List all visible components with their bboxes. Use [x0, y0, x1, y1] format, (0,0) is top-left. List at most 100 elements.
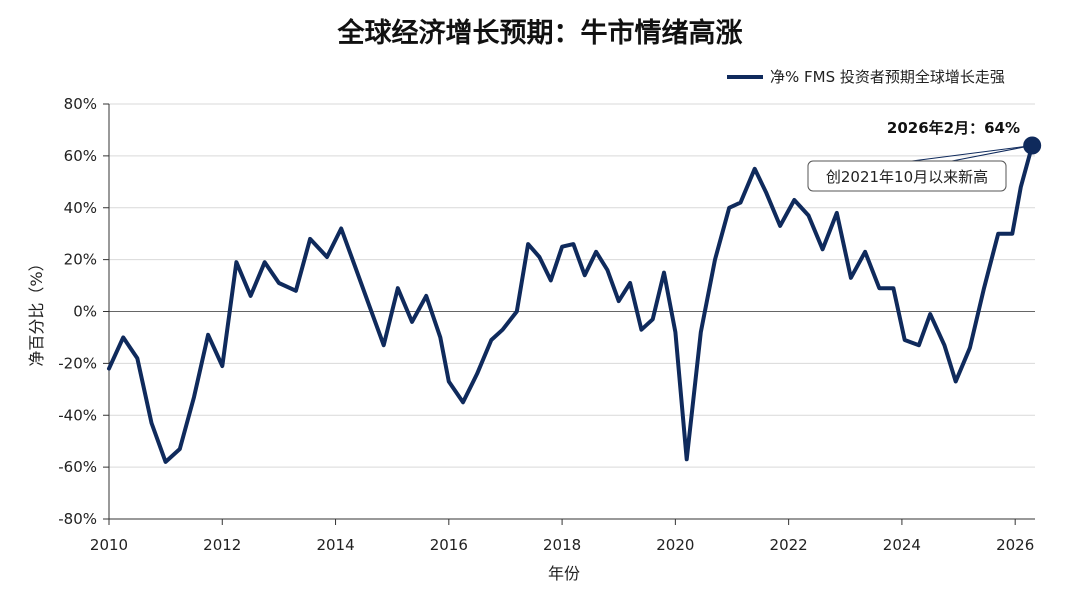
data-point [410, 320, 414, 324]
y-tick-labels: 80% 60% 40% 20% 0% -20% -40% -60% -80% [58, 95, 97, 528]
data-point [308, 237, 312, 241]
series-line [107, 143, 1035, 464]
data-point [891, 286, 895, 290]
data-point [164, 460, 168, 464]
data-point [849, 276, 853, 280]
data-point [560, 245, 564, 249]
data-point [192, 395, 196, 399]
annotation-box [807, 160, 1007, 192]
data-point [438, 335, 442, 339]
y-tick-label: -60% [58, 458, 97, 476]
data-point [792, 198, 796, 202]
annotation-value-label: 2026年2月：64% [887, 119, 1020, 137]
data-point [673, 330, 677, 334]
data-point [339, 227, 343, 231]
data-point [135, 356, 139, 360]
x-tick-label: 2020 [656, 536, 694, 554]
y-tick-label: 20% [64, 251, 97, 269]
data-point [662, 271, 666, 275]
y-axis-label: 净百分比（%） [27, 255, 46, 366]
data-point [461, 400, 465, 404]
data-point [605, 268, 609, 272]
y-tick-label: -40% [58, 406, 97, 424]
legend: 净% FMS 投资者预期全球增长走强 [727, 68, 1005, 86]
data-point [206, 333, 210, 337]
annotation-box-text: 创2021年10月以来新高 [826, 168, 988, 186]
data-point [549, 278, 553, 282]
data-point [778, 224, 782, 228]
data-point [942, 343, 946, 347]
x-tick-label: 2010 [90, 536, 128, 554]
data-point [821, 247, 825, 251]
data-point [294, 289, 298, 293]
data-point [713, 258, 717, 262]
y-tick-label: 80% [64, 95, 97, 113]
data-point [651, 317, 655, 321]
end-point-marker [1023, 136, 1042, 155]
data-point [685, 457, 689, 461]
data-point [968, 346, 972, 350]
data-point [263, 260, 267, 264]
y-tick-label: 40% [64, 199, 97, 217]
data-point [1019, 185, 1023, 189]
data-point [353, 265, 357, 269]
y-tick-label: -20% [58, 354, 97, 372]
data-point [954, 380, 958, 384]
data-point [982, 286, 986, 290]
data-point [107, 367, 111, 371]
data-point [1010, 232, 1014, 236]
data-point [475, 372, 479, 376]
legend-label: 净% FMS 投资者预期全球增长走强 [770, 68, 1005, 86]
y-tick-label: 60% [64, 147, 97, 165]
x-tick-labels: 2010 2012 2014 2016 2018 2020 2022 2024 2026 [90, 536, 1034, 554]
data-point [639, 328, 643, 332]
grid [109, 103, 1035, 468]
data-point [583, 273, 587, 277]
data-point [325, 255, 329, 259]
x-tick-label: 2014 [316, 536, 354, 554]
data-point [699, 330, 703, 334]
data-point [877, 286, 881, 290]
x-tick-label: 2016 [430, 536, 468, 554]
data-point [515, 310, 519, 314]
data-point [617, 299, 621, 303]
data-point [753, 167, 757, 171]
y-tick-label: 0% [73, 303, 97, 321]
data-point [594, 250, 598, 254]
data-point [917, 343, 921, 347]
data-point [396, 286, 400, 290]
data-point [447, 380, 451, 384]
x-axis-label: 年份 [548, 564, 580, 583]
data-point [571, 242, 575, 246]
y-tick-label: -80% [58, 510, 97, 528]
data-point [903, 338, 907, 342]
data-point [178, 447, 182, 451]
data-point [150, 421, 154, 425]
data-point [996, 232, 1000, 236]
data-point [739, 201, 743, 205]
data-point [928, 312, 932, 316]
data-point [249, 294, 253, 298]
data-point [835, 211, 839, 215]
x-tick-label: 2012 [203, 536, 241, 554]
data-point [727, 206, 731, 210]
data-point [807, 214, 811, 218]
data-point [489, 338, 493, 342]
axes [103, 103, 1035, 525]
data-point [628, 281, 632, 285]
data-point [220, 364, 224, 368]
annotation-leader [911, 145, 1033, 162]
data-point [526, 242, 530, 246]
data-point [382, 343, 386, 347]
data-point [537, 255, 541, 259]
data-point [234, 260, 238, 264]
data-point [764, 190, 768, 194]
data-point [863, 250, 867, 254]
annotation-leader [951, 145, 1033, 162]
data-point [277, 281, 281, 285]
data-point [121, 335, 125, 339]
x-tick-label: 2024 [883, 536, 921, 554]
chart-title: 全球经济增长预期：牛市情绪高涨 [337, 17, 743, 49]
data-point [501, 328, 505, 332]
